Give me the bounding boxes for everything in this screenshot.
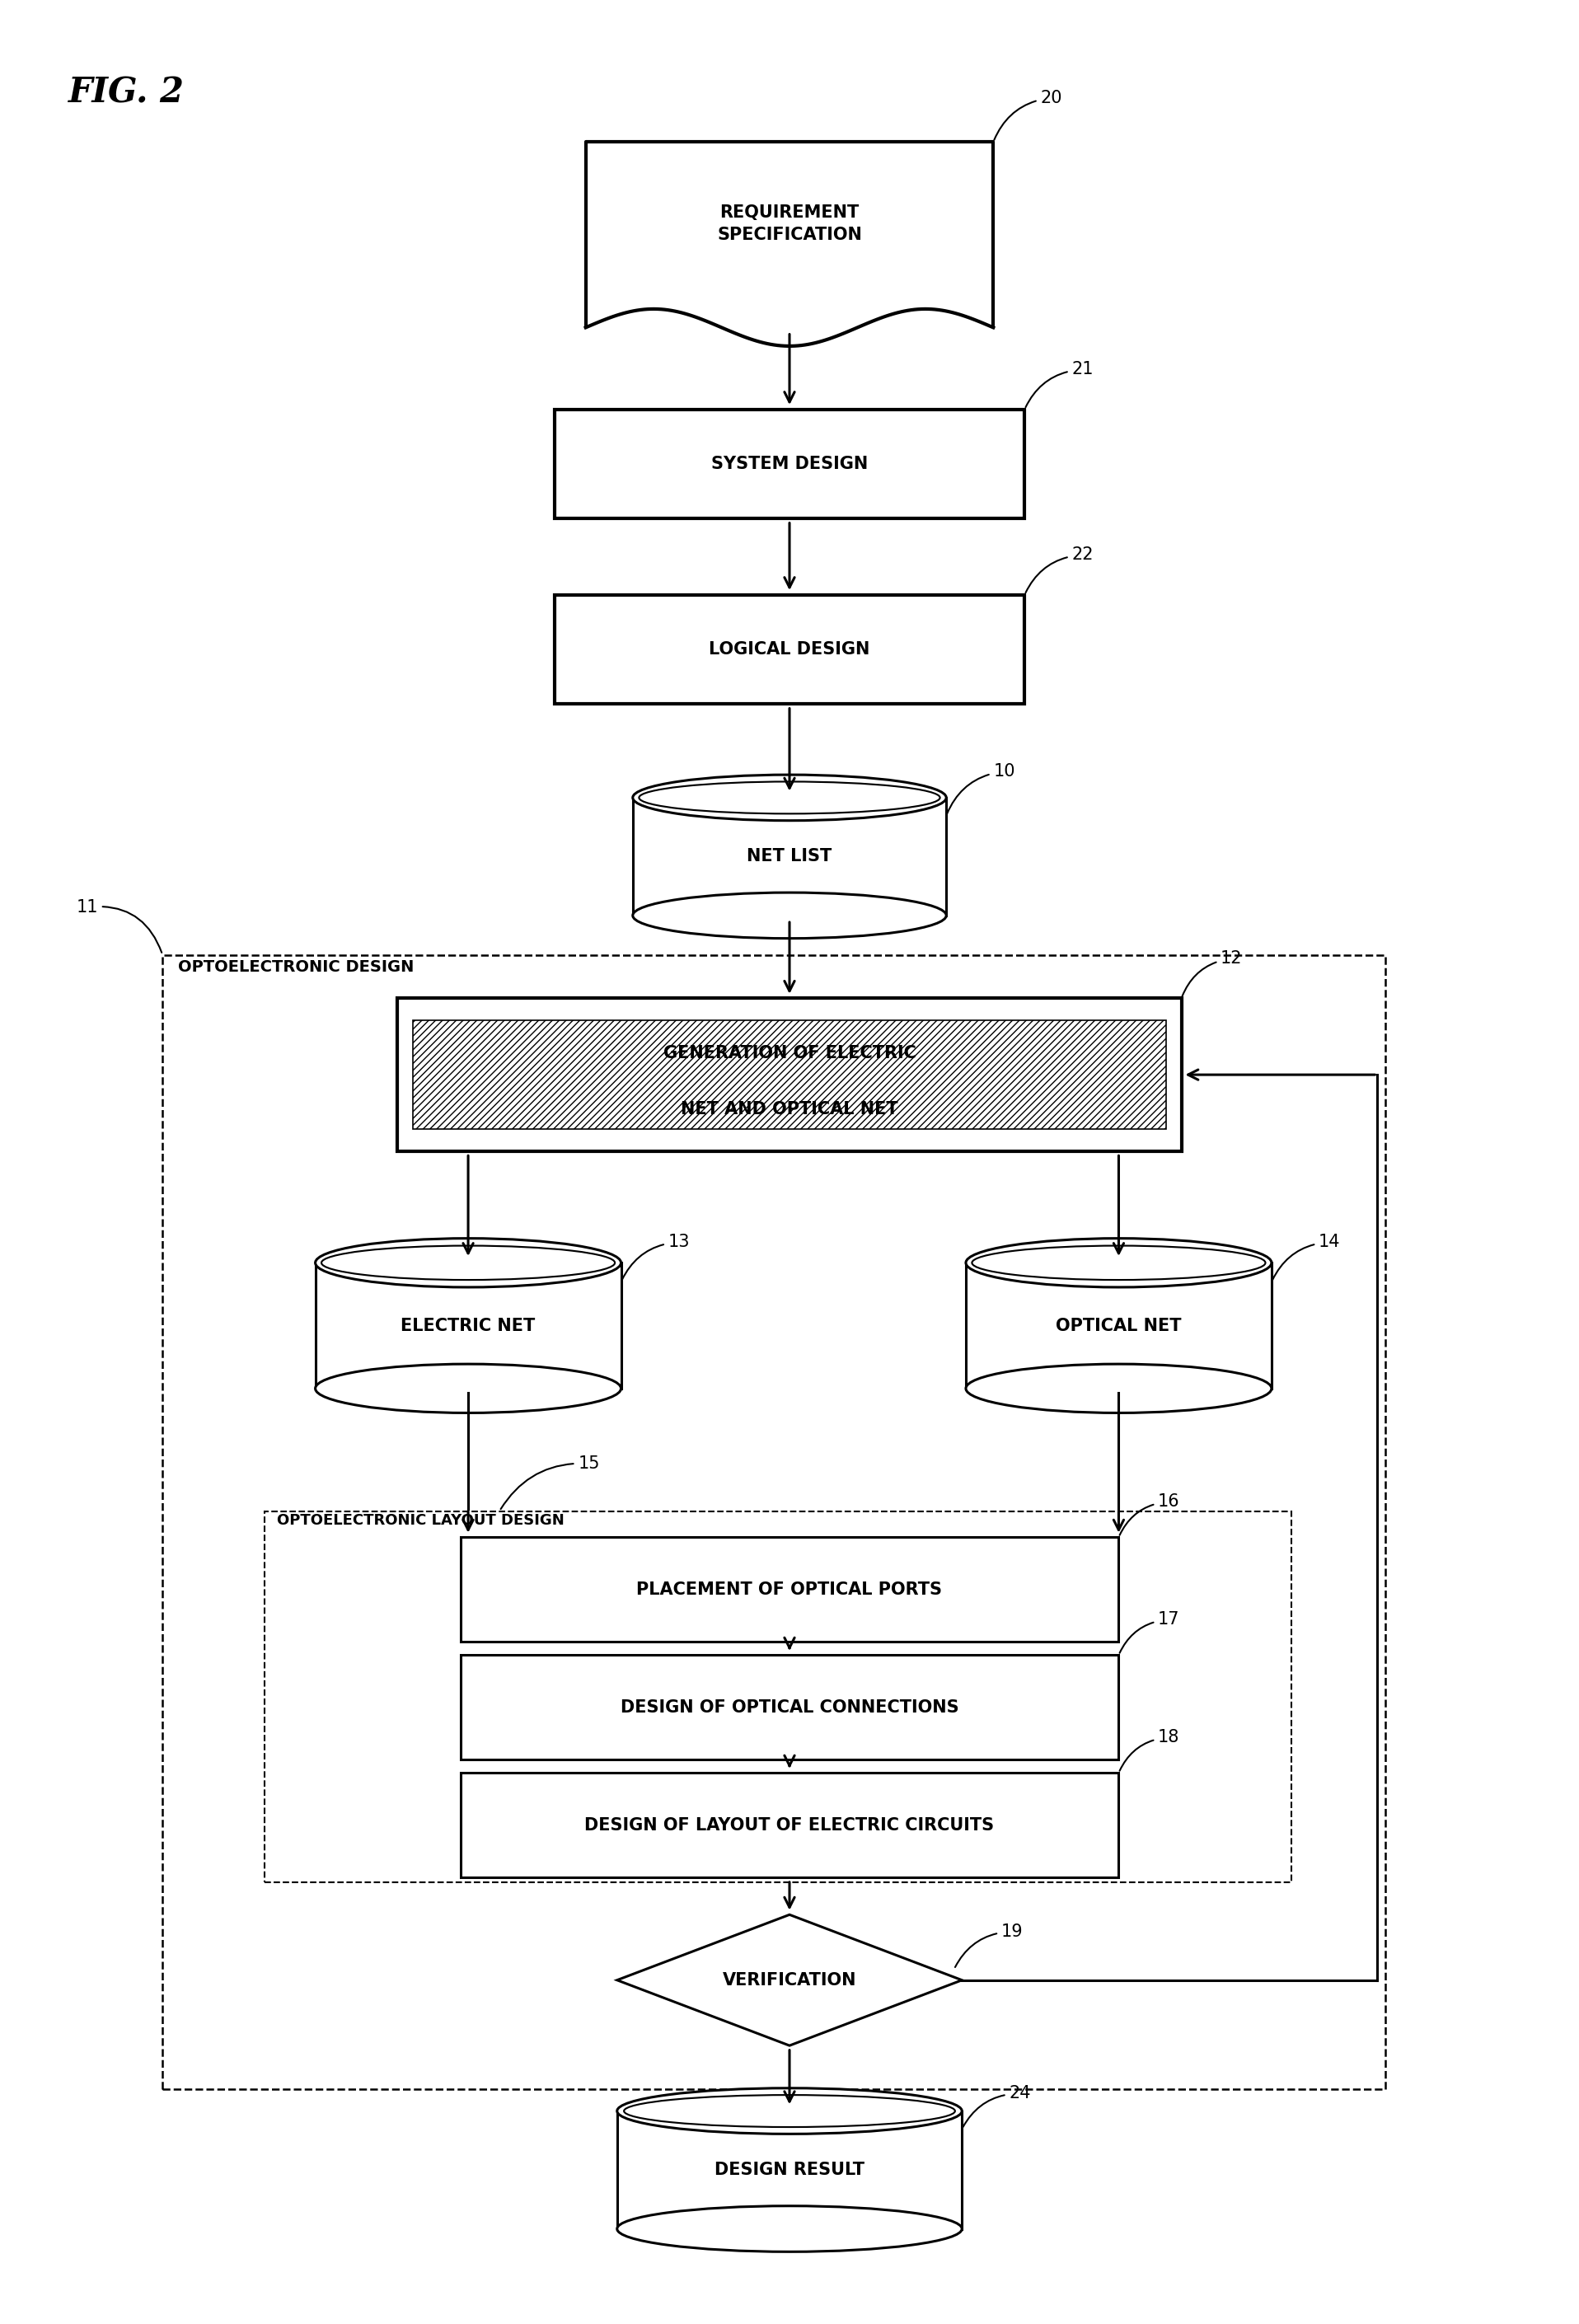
- Text: 16: 16: [1120, 1494, 1180, 1536]
- Text: DESIGN RESULT: DESIGN RESULT: [715, 2161, 864, 2178]
- Bar: [163, 955, 1385, 2089]
- Text: 21: 21: [1026, 360, 1094, 407]
- Bar: [966, 1262, 1271, 1387]
- Text: NET AND OPTICAL NET: NET AND OPTICAL NET: [681, 1102, 898, 1118]
- Ellipse shape: [617, 2087, 962, 2133]
- Bar: [414, 1020, 1165, 1129]
- Ellipse shape: [633, 892, 946, 939]
- Text: NET LIST: NET LIST: [747, 848, 832, 865]
- Text: ELECTRIC NET: ELECTRIC NET: [401, 1318, 535, 1334]
- Text: 10: 10: [947, 762, 1015, 813]
- Bar: [461, 1536, 1118, 1643]
- Bar: [461, 1773, 1118, 1878]
- Ellipse shape: [966, 1239, 1271, 1287]
- Bar: [617, 2110, 962, 2229]
- Text: 17: 17: [1120, 1611, 1180, 1652]
- Text: OPTOELECTRONIC DESIGN: OPTOELECTRONIC DESIGN: [178, 960, 414, 974]
- Text: OPTOELECTRONIC LAYOUT DESIGN: OPTOELECTRONIC LAYOUT DESIGN: [276, 1513, 564, 1529]
- Polygon shape: [617, 1915, 962, 2045]
- Ellipse shape: [966, 1364, 1271, 1413]
- Text: REQUIREMENT
SPECIFICATION: REQUIREMENT SPECIFICATION: [717, 205, 862, 244]
- Ellipse shape: [316, 1239, 621, 1287]
- Bar: [316, 1262, 621, 1387]
- Text: DESIGN OF LAYOUT OF ELECTRIC CIRCUITS: DESIGN OF LAYOUT OF ELECTRIC CIRCUITS: [584, 1817, 995, 1834]
- Text: OPTICAL NET: OPTICAL NET: [1056, 1318, 1181, 1334]
- Bar: [554, 409, 1025, 518]
- Text: 14: 14: [1273, 1234, 1341, 1281]
- Ellipse shape: [617, 2205, 962, 2252]
- Text: SYSTEM DESIGN: SYSTEM DESIGN: [711, 456, 868, 472]
- Text: 22: 22: [1026, 546, 1094, 593]
- Text: 15: 15: [501, 1455, 600, 1508]
- Text: GENERATION OF ELECTRIC: GENERATION OF ELECTRIC: [663, 1046, 916, 1062]
- Bar: [398, 999, 1181, 1150]
- Bar: [461, 1655, 1118, 1759]
- Bar: [554, 595, 1025, 704]
- Text: LOGICAL DESIGN: LOGICAL DESIGN: [709, 641, 870, 658]
- Bar: [633, 797, 946, 916]
- Text: VERIFICATION: VERIFICATION: [723, 1971, 856, 1989]
- Text: 19: 19: [955, 1924, 1023, 1966]
- Ellipse shape: [316, 1364, 621, 1413]
- Text: 24: 24: [963, 2085, 1031, 2126]
- Ellipse shape: [633, 774, 946, 820]
- Text: DESIGN OF OPTICAL CONNECTIONS: DESIGN OF OPTICAL CONNECTIONS: [621, 1699, 958, 1715]
- Text: PLACEMENT OF OPTICAL PORTS: PLACEMENT OF OPTICAL PORTS: [636, 1580, 943, 1599]
- Text: 18: 18: [1120, 1729, 1180, 1771]
- Text: 20: 20: [995, 91, 1063, 139]
- Text: 12: 12: [1183, 951, 1243, 997]
- Bar: [264, 1511, 1292, 1882]
- Text: 13: 13: [622, 1234, 690, 1281]
- Text: FIG. 2: FIG. 2: [68, 77, 185, 109]
- Text: 11: 11: [76, 899, 161, 953]
- Polygon shape: [586, 142, 993, 328]
